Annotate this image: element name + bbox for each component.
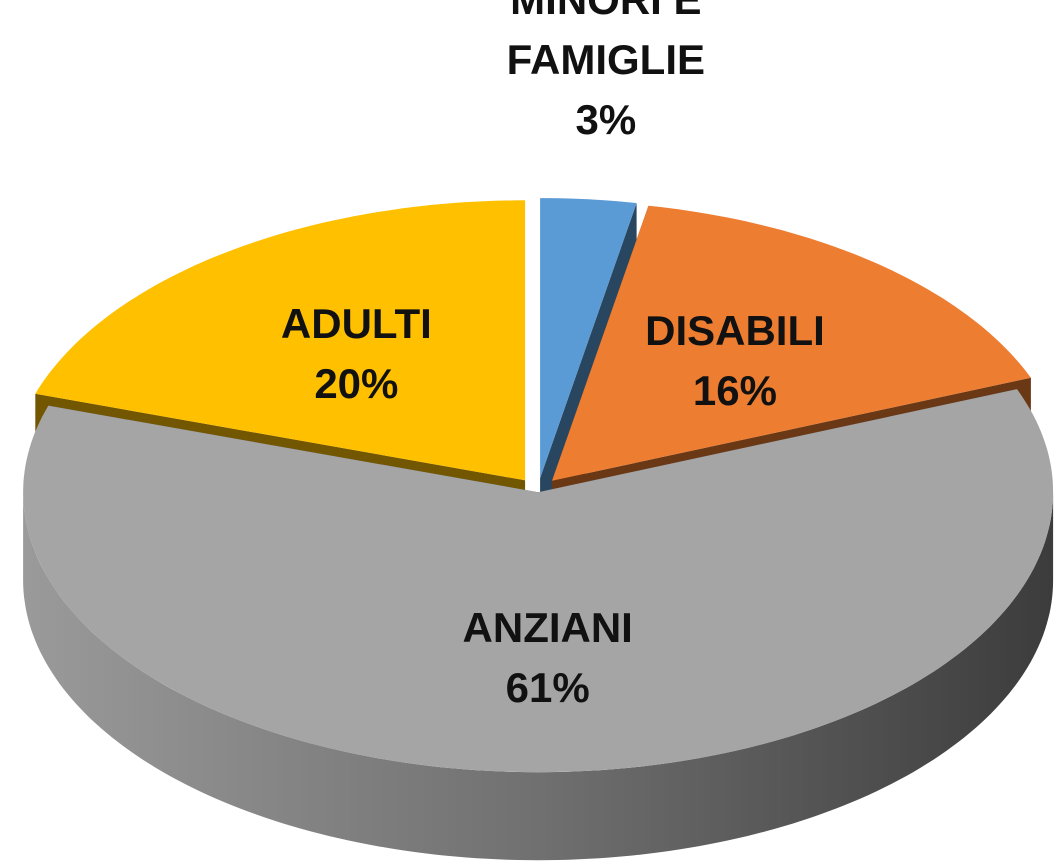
slice-top: [35, 200, 526, 481]
slice-label: ANZIANI 61%: [398, 598, 698, 718]
category-label: ADULTI: [280, 300, 432, 348]
value-label: 16%: [692, 366, 777, 414]
pie-slice: [23, 389, 1054, 861]
value-label: 3%: [575, 95, 637, 143]
category-label: MINORI E FAMIGLIE: [506, 0, 706, 83]
category-label: ANZIANI: [462, 603, 633, 651]
category-label: DISABILI: [645, 306, 825, 354]
value-label: 61%: [505, 663, 590, 711]
slice-label: DISABILI 16%: [585, 301, 885, 421]
slice-top: [552, 205, 1031, 481]
slice-top: [540, 198, 637, 479]
slice-top: [23, 389, 1054, 773]
slice-label: ADULTI 20%: [206, 294, 506, 414]
slice-side: [23, 492, 1054, 861]
value-label: 20%: [314, 360, 399, 408]
slice-label: MINORI E FAMIGLIE 3%: [456, 0, 756, 150]
